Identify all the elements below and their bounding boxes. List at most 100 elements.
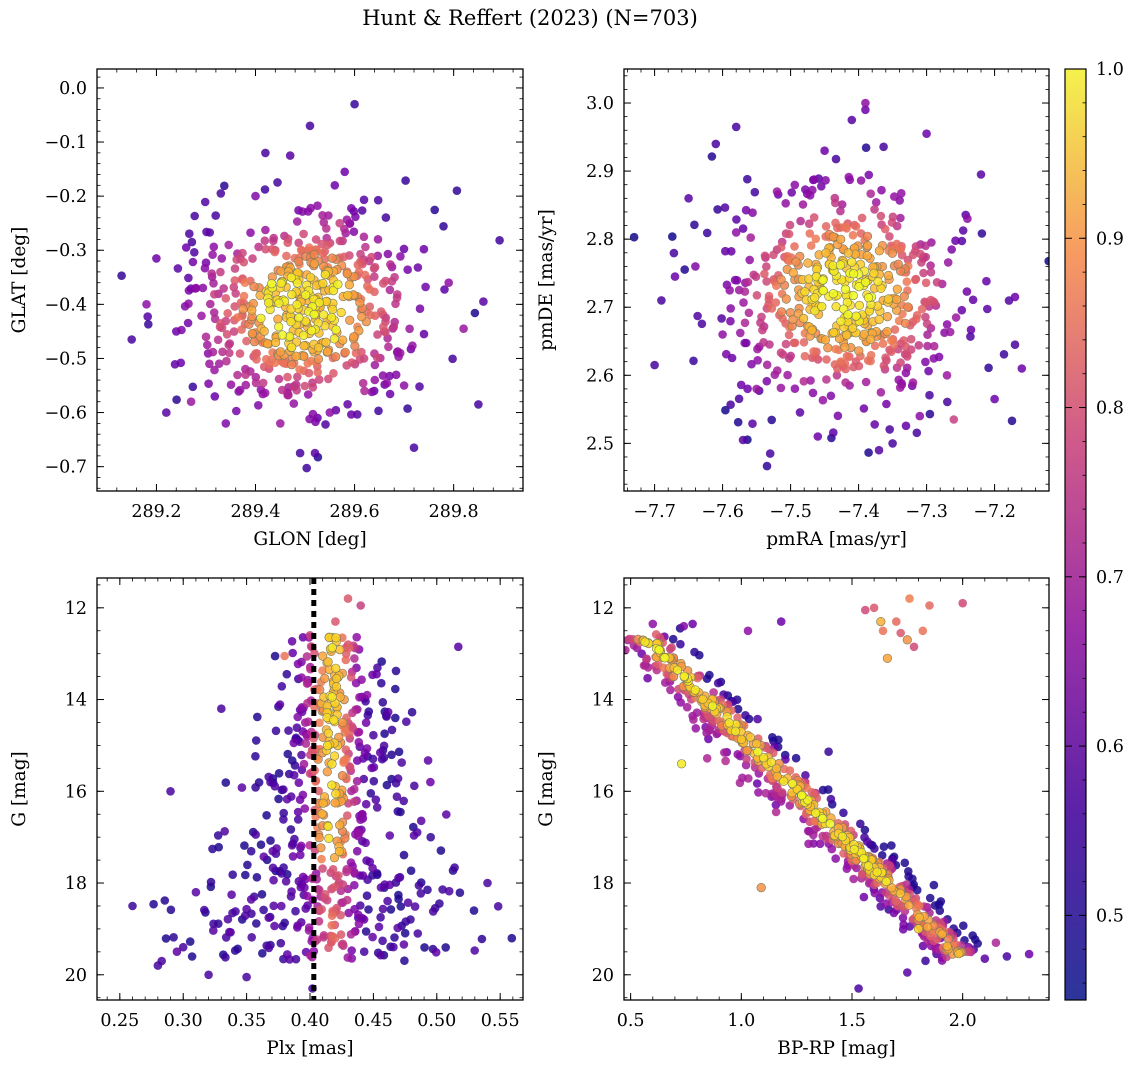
data-point xyxy=(470,946,480,955)
data-point xyxy=(862,251,872,261)
data-point xyxy=(958,226,968,235)
data-point xyxy=(318,798,328,808)
data-point xyxy=(343,290,353,300)
x-tick-label: 0.35 xyxy=(227,1011,266,1031)
data-point xyxy=(299,759,309,769)
data-point xyxy=(419,244,429,254)
data-point xyxy=(354,910,363,920)
data-point xyxy=(878,339,888,349)
data-point xyxy=(252,873,262,882)
data-point xyxy=(209,279,218,288)
data-point xyxy=(331,682,342,692)
data-point xyxy=(874,246,885,256)
data-point xyxy=(313,368,323,377)
data-point xyxy=(809,175,819,184)
data-point xyxy=(691,262,700,271)
data-point xyxy=(304,923,314,932)
data-point xyxy=(376,950,385,960)
data-point xyxy=(209,919,218,929)
data-point xyxy=(902,363,912,373)
data-point xyxy=(693,673,702,683)
data-point xyxy=(327,921,337,930)
data-point xyxy=(725,286,734,295)
data-point xyxy=(753,714,762,724)
data-point xyxy=(898,913,908,923)
data-point xyxy=(726,304,735,313)
data-point xyxy=(747,359,756,369)
data-point xyxy=(240,278,250,288)
data-point xyxy=(254,242,263,252)
data-point xyxy=(957,305,967,315)
data-point xyxy=(870,420,879,429)
data-point xyxy=(230,946,240,955)
data-point xyxy=(173,264,183,273)
data-point xyxy=(299,341,309,351)
data-point xyxy=(364,905,373,914)
data-point xyxy=(745,732,755,742)
data-point xyxy=(848,230,858,240)
data-point xyxy=(336,307,346,318)
data-point xyxy=(899,920,908,929)
data-point xyxy=(392,792,402,801)
data-point xyxy=(239,257,249,267)
data-point xyxy=(276,938,286,948)
data-point xyxy=(1017,364,1027,373)
data-point xyxy=(784,354,794,363)
data-point xyxy=(221,419,231,428)
data-point xyxy=(863,241,873,251)
data-point xyxy=(902,635,912,645)
data-point xyxy=(287,360,297,370)
data-point xyxy=(896,213,905,223)
data-point xyxy=(439,222,448,231)
data-point xyxy=(205,359,214,369)
data-point xyxy=(779,776,789,786)
data-point xyxy=(210,392,220,401)
data-point xyxy=(379,322,388,332)
data-point xyxy=(856,176,866,185)
data-point xyxy=(409,443,419,453)
data-point xyxy=(241,870,250,880)
data-point xyxy=(251,378,261,388)
data-point xyxy=(287,637,297,646)
data-point xyxy=(897,189,906,198)
data-point xyxy=(804,219,814,228)
data-point xyxy=(790,384,800,394)
data-point xyxy=(340,224,349,234)
data-point xyxy=(738,224,748,233)
x-tick-label: −7.2 xyxy=(973,502,1016,522)
data-point xyxy=(730,275,740,285)
y-tick-label: 2.6 xyxy=(586,366,614,386)
data-point xyxy=(336,910,345,920)
data-point xyxy=(849,874,858,884)
data-point xyxy=(184,299,193,309)
data-point xyxy=(299,330,309,341)
data-point xyxy=(809,347,818,356)
data-point xyxy=(283,372,292,382)
data-point xyxy=(676,698,685,707)
data-point xyxy=(799,377,809,386)
data-point xyxy=(796,216,805,226)
y-tick-label: 12 xyxy=(65,599,87,619)
data-point xyxy=(335,644,345,655)
data-point xyxy=(410,781,419,791)
data-point xyxy=(322,347,333,357)
data-point xyxy=(679,621,689,631)
data-point xyxy=(968,931,977,940)
data-point xyxy=(347,946,357,955)
data-point xyxy=(152,254,161,263)
data-point xyxy=(210,290,219,299)
data-point xyxy=(624,645,630,655)
data-point xyxy=(772,281,781,291)
data-point xyxy=(247,933,256,942)
data-point xyxy=(361,927,371,936)
data-point xyxy=(942,371,952,380)
data-point xyxy=(416,889,426,898)
data-point xyxy=(399,796,409,806)
data-point xyxy=(785,220,795,230)
y-axis-label: pmDE [mas/yr] xyxy=(536,209,557,351)
data-point xyxy=(274,794,283,804)
data-point xyxy=(385,389,395,399)
data-point xyxy=(308,409,318,419)
data-point xyxy=(821,222,831,231)
data-point xyxy=(441,943,451,952)
